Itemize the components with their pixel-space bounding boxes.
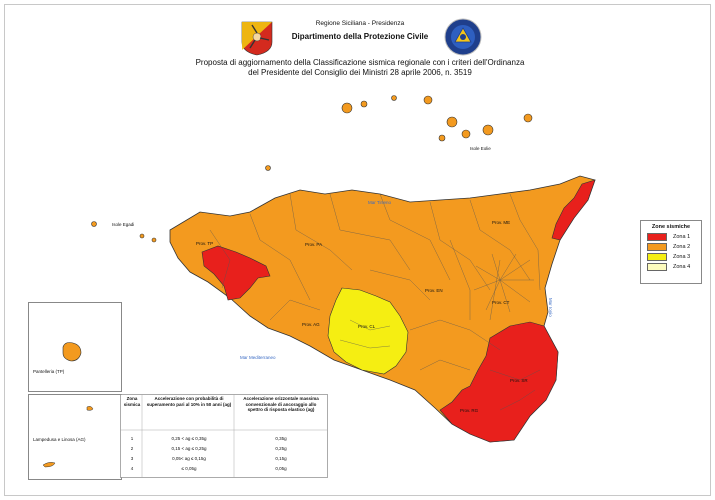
egadi-islands: [91, 221, 157, 243]
pantelleria-inset: Pantelleria (TP): [28, 302, 122, 392]
lampedusa-islands: [42, 406, 94, 468]
province-label-tp: Prov. TP: [196, 241, 214, 246]
map-title-line1: Proposta di aggiornamento della Classifi…: [195, 58, 525, 67]
sea-label-mediterraneo: Mar Mediterraneo: [240, 355, 276, 360]
lampedusa-inset: Lampedusa e Linosa (AG): [28, 394, 122, 480]
civil-protection-seal-icon: [444, 18, 482, 56]
legend-label-zone3: Zona 3: [673, 254, 691, 260]
lampedusa-label: Lampedusa e Linosa (AG): [33, 437, 86, 442]
table-header-acceleration: Accelerazione con probabilità di superam…: [146, 396, 232, 407]
table-row3-zone: 3: [130, 456, 134, 461]
map-title: Proposta di aggiornamento della Classifi…: [150, 58, 570, 78]
pantelleria-island: [62, 342, 82, 362]
etna-divisions: [473, 253, 534, 313]
zone1-west: [201, 245, 271, 301]
zone3-central: [327, 287, 409, 375]
legend-title: Zone sismiche: [651, 224, 691, 230]
sea-label-ionio: Mar Ionio: [548, 298, 553, 317]
pantelleria-label: Pantelleria (TP): [33, 369, 65, 374]
table-row1-zone: 1: [130, 436, 134, 441]
province-label-pa: Prov. PA: [305, 242, 323, 247]
table-row1-range: 0,25 < ag ≤ 0,35g: [171, 436, 207, 441]
legend-label-zone2: Zona 2: [673, 244, 691, 250]
aeolian-islands: [341, 95, 533, 142]
table-row4-zone: 4: [130, 466, 134, 471]
province-label-rg: Prov. RG: [460, 408, 479, 413]
province-label-sr: Prov. SR: [510, 378, 528, 383]
legend: Zone sismiche Zona 1 Zona 2 Zona 3 Zona …: [640, 220, 702, 284]
province-label-cl: Prov. CL: [358, 324, 376, 329]
table-row1-value: 0,35g: [275, 436, 287, 441]
table-row2-value: 0,25g: [275, 446, 287, 451]
legend-item-zone1: Zona 1: [647, 233, 701, 241]
sicily-seismic-map: [91, 95, 596, 443]
province-label-me: Prov. ME: [492, 220, 511, 225]
table-row4-range: ≤ 0,05g: [181, 466, 197, 471]
table-row4-value: 0,05g: [275, 466, 287, 471]
table-row3-range: 0,05< ag ≤ 0,15g: [172, 456, 206, 461]
map-title-line2: del Presidente del Consiglio dei Ministr…: [248, 68, 472, 77]
legend-label-zone4: Zona 4: [673, 264, 691, 270]
province-label-en: Prov. EN: [425, 288, 443, 293]
sicily-emblem-icon: [241, 21, 273, 56]
table-row3-value: 0,15g: [275, 456, 287, 461]
sea-label-tirreno: Mar Tirreno: [368, 200, 392, 205]
table-row2-zone: 2: [130, 446, 134, 451]
zone1-southeast: [439, 321, 559, 443]
department-name: Dipartimento della Protezione Civile: [291, 32, 429, 41]
island-label-egadi: Isole Egadi: [112, 222, 135, 227]
legend-swatch-zone4: [647, 263, 667, 271]
municipal-borders: [209, 193, 541, 411]
island-label-eolie: Isole Eolie: [470, 146, 491, 151]
table-grid: [120, 394, 328, 478]
table-header-zone: Zona sismica: [123, 396, 141, 407]
zone1-northeast: [551, 179, 596, 241]
legend-item-zone4: Zona 4: [647, 263, 701, 271]
legend-swatch-zone1: [647, 233, 667, 241]
region-name: Regione Siciliana - Presidenza: [315, 20, 405, 27]
legend-item-zone2: Zona 2: [647, 243, 701, 251]
legend-swatch-zone3: [647, 253, 667, 261]
legend-item-zone3: Zona 3: [647, 253, 701, 261]
acceleration-table: Zona sismica Accelerazione con probabili…: [120, 394, 328, 478]
province-label-ag: Prov. AG: [302, 322, 320, 327]
legend-label-zone1: Zona 1: [673, 234, 691, 240]
table-header-anchor: Accelerazione orizzontale massima conven…: [243, 396, 319, 412]
table-row2-range: 0,15 < ag ≤ 0,25g: [171, 446, 207, 451]
legend-swatch-zone2: [647, 243, 667, 251]
province-label-ct: Prov. CT: [492, 300, 510, 305]
